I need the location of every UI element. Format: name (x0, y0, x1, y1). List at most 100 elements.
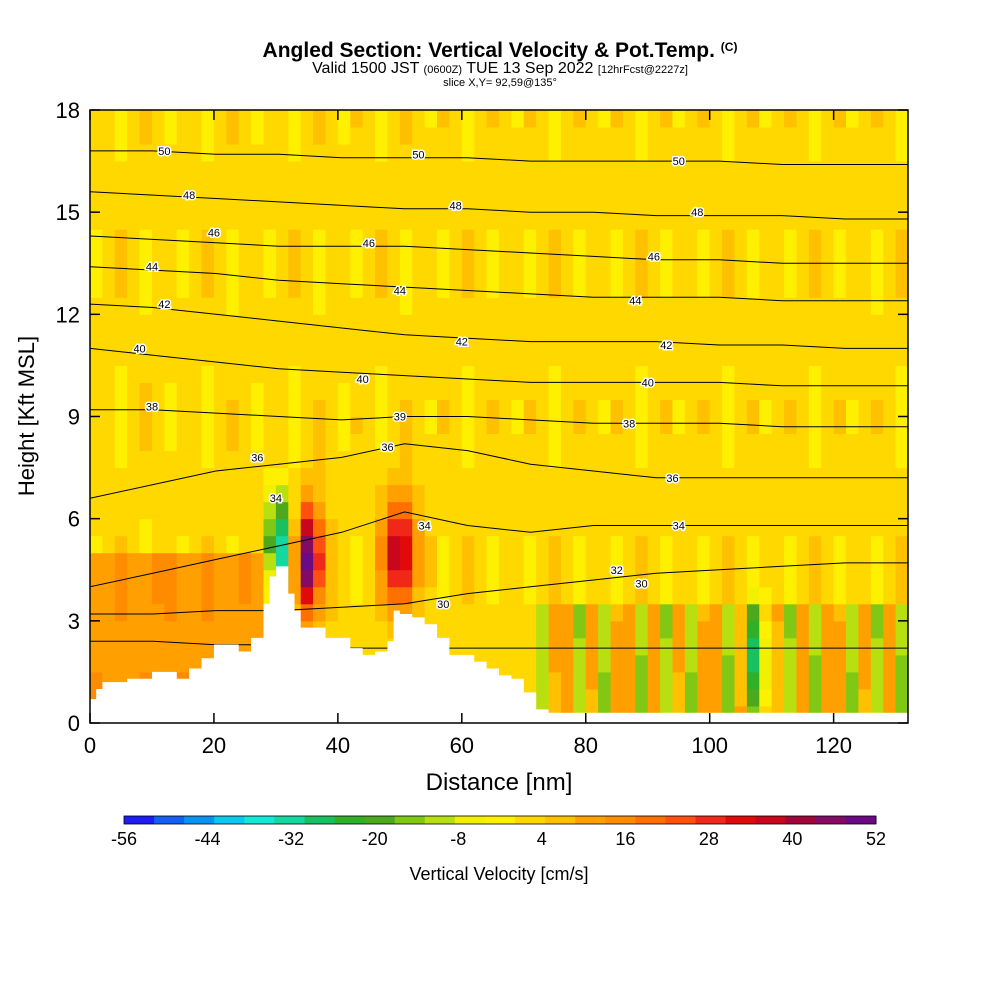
field-cell (399, 263, 413, 281)
field-cell (808, 603, 822, 622)
field-cell (127, 535, 141, 554)
field-cell (350, 195, 364, 213)
field-cell (684, 433, 698, 452)
field-cell (598, 416, 612, 435)
field-cell (870, 331, 884, 349)
field-cell (300, 501, 314, 520)
field-cell (461, 365, 475, 383)
field-cell (251, 280, 265, 298)
field-cell (560, 229, 574, 247)
field-cell (399, 246, 413, 264)
field-cell (102, 535, 116, 554)
field-cell (722, 467, 735, 486)
field-cell (598, 433, 612, 452)
field-cell (474, 263, 488, 281)
field-cell (337, 178, 351, 196)
field-cell (412, 484, 426, 503)
field-cell (660, 637, 674, 656)
field-cell (486, 297, 500, 315)
field-cell (635, 620, 649, 639)
field-cell (784, 620, 797, 639)
field-cell (201, 144, 215, 162)
field-cell (325, 297, 339, 315)
field-cell (313, 416, 326, 435)
field-cell (263, 127, 277, 145)
field-cell (151, 535, 165, 554)
valid-date: TUE 13 Sep 2022 (466, 60, 594, 77)
field-cell (759, 654, 773, 673)
field-cell (821, 416, 835, 435)
field-cell (313, 263, 326, 281)
field-cell (858, 433, 872, 452)
colorbar-swatch (394, 816, 426, 824)
field-cell (362, 280, 376, 298)
field-cell (759, 229, 773, 247)
field-cell (387, 161, 401, 179)
field-cell (437, 586, 450, 605)
field-cell (622, 263, 636, 281)
contour-label: 34 (419, 520, 431, 532)
field-cell (895, 246, 908, 264)
field-cell (684, 127, 698, 145)
field-cell (90, 382, 103, 400)
field-cell (189, 297, 203, 315)
field-cell (585, 654, 599, 673)
field-cell (858, 467, 872, 486)
field-cell (536, 144, 550, 162)
field-cell (499, 110, 512, 128)
field-cell (734, 331, 748, 349)
field-cell (275, 416, 289, 435)
field-cell (573, 620, 587, 639)
field-cell (784, 637, 797, 656)
field-cell (201, 586, 215, 605)
field-cell (622, 552, 636, 571)
field-cell (164, 280, 178, 298)
field-cell (114, 348, 128, 366)
field-cell (746, 161, 760, 179)
field-cell (449, 246, 463, 264)
field-cell (647, 620, 661, 639)
field-cell (870, 518, 884, 537)
field-cell (697, 671, 711, 690)
field-cell (784, 552, 797, 571)
field-cell (560, 382, 574, 400)
field-cell (734, 569, 748, 588)
field-cell (288, 416, 302, 435)
field-cell (759, 433, 773, 452)
field-cell (573, 280, 587, 298)
field-cell (647, 348, 661, 366)
field-cell (226, 382, 240, 400)
field-cell (560, 450, 574, 469)
field-cell (722, 263, 735, 281)
field-cell (883, 314, 897, 332)
field-cell (189, 416, 203, 435)
field-cell (622, 433, 636, 452)
field-cell (660, 399, 674, 417)
field-cell (275, 382, 289, 400)
field-cell (486, 637, 500, 656)
field-cell (511, 127, 525, 145)
field-cell (647, 552, 661, 571)
field-cell (784, 246, 797, 264)
field-cell (635, 518, 649, 537)
field-cell (734, 671, 748, 690)
field-cell (709, 501, 723, 520)
field-cell (325, 501, 339, 520)
field-cell (759, 501, 773, 520)
field-cell (449, 195, 463, 213)
field-cell (684, 518, 698, 537)
field-cell (784, 297, 797, 315)
field-cell (610, 331, 624, 349)
y-tick-label: 15 (56, 200, 80, 225)
field-cell (114, 501, 128, 520)
field-cell (548, 535, 562, 554)
field-cell (189, 586, 203, 605)
field-cell (833, 671, 847, 690)
field-cell (337, 518, 351, 537)
field-cell (523, 620, 537, 639)
field-cell (375, 552, 388, 571)
field-cell (213, 603, 227, 622)
field-cell (895, 552, 908, 571)
field-cell (102, 297, 116, 315)
field-cell (523, 382, 537, 400)
